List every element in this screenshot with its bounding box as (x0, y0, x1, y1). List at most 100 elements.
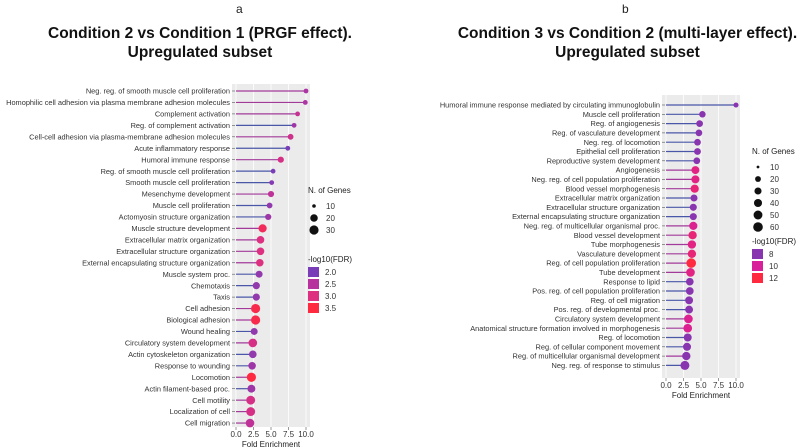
panel-b-title: Condition 3 vs Condition 2 (multi-layer … (455, 24, 800, 62)
panel-b-point (733, 102, 739, 108)
panel-a-color-legend-label: 3.0 (325, 292, 337, 301)
panel-b-size-legend-title: N. of Genes (752, 147, 795, 156)
panel-a-color-legend-label: 2.0 (325, 268, 337, 277)
panel-b-point (695, 129, 703, 137)
panel-b-point (683, 323, 693, 333)
panel-a-term-label: Humoral immune response (141, 155, 230, 164)
panel-a-point (251, 315, 261, 325)
panel-a-subtitle: Upregulated subset (127, 44, 273, 61)
panel-a-point (265, 213, 272, 221)
panel-b-point (689, 213, 697, 221)
panel-a-point (246, 395, 256, 405)
panel-a-color-legend-title: -log10(FDR) (308, 255, 352, 264)
panel-b-point (689, 221, 698, 230)
panel-b-x-axis-title: Fold Enrichment (672, 391, 731, 400)
panel-b-term-label: Reg. of locomotion (598, 333, 660, 342)
panel-a-point (252, 282, 260, 290)
panel-b-point (684, 314, 693, 324)
panel-b-term-label: Circulatory system development (555, 315, 660, 324)
panel-a-term-label: Taxis (213, 293, 230, 302)
panel-b-size-legend-label: 60 (770, 223, 779, 232)
panel-a-point (269, 180, 275, 186)
panel-b-point (686, 258, 696, 268)
panel-a-xtick-label: 10.0 (298, 430, 314, 439)
panel-a-term-label: Actin cytoskeleton organization (128, 350, 230, 359)
panel-b-term-label: Reproductive system development (547, 156, 660, 165)
panel-a-term-label: Extracellular structure organization (116, 247, 230, 256)
panel-a-term-label: Homophilic cell adhesion via plasma memb… (6, 98, 230, 107)
panel-b-term-label: Neg. reg. of cell population proliferati… (531, 175, 660, 184)
panel-a-point (266, 202, 273, 209)
panel-a-term-label: Neg. reg. of smooth muscle cell prolifer… (86, 87, 230, 96)
panel-a-point (250, 327, 258, 335)
panel-b-point (699, 111, 706, 118)
panel-a-point (258, 224, 267, 233)
panel-a-term-label: Wound healing (181, 327, 230, 336)
panel-b-size-legend-label: 10 (770, 163, 779, 172)
panel-a-xtick-label: 7.5 (283, 430, 295, 439)
panel-a-point (248, 362, 256, 370)
panel-a-color-legend-label: 2.5 (325, 280, 337, 289)
panel-a-point (291, 122, 297, 128)
panel-a-size-legend-dot (309, 225, 319, 235)
panel-a-size-legend-dot (310, 214, 318, 222)
panel-b-term-label: Reg. of cellular component movement (536, 342, 660, 351)
panel-a-letter: a (236, 2, 243, 16)
panel-a-term-label: Reg. of complement activation (131, 121, 230, 130)
panel-b-term-label: External encapsulating structure organiz… (512, 212, 660, 221)
panel-b-term-label: Reg. of cell migration (591, 296, 660, 305)
panel-b-xtick-label: 0.0 (660, 381, 672, 390)
panel-b-color-legend-swatch (752, 273, 763, 283)
panel-b-color-legend-label: 8 (769, 250, 774, 259)
panel-b-size-legend-label: 30 (770, 187, 779, 196)
panel-b-term-label: Pos. reg. of developmental proc. (554, 305, 660, 314)
panel-a-xtick-label: 5.0 (265, 430, 277, 439)
panel-a-term-label: Cell motility (192, 396, 230, 405)
panel-b-point (691, 175, 700, 184)
panel-b-point (690, 184, 699, 193)
panel-b-term-label: Pos. reg. of cell population proliferati… (532, 287, 660, 296)
panel-b-size-legend-dot (753, 210, 763, 220)
panel-b-term-label: Humoral immune response mediated by circ… (440, 101, 660, 110)
panel-b-size-legend-label: 50 (770, 211, 779, 220)
panel-a-point (277, 156, 284, 163)
panel-a-size-legend-title: N. of Genes (308, 186, 351, 195)
panel-a-size-legend-label: 30 (326, 226, 335, 235)
panel-a-term-label: Biological adhesion (166, 316, 230, 325)
panel-a-point (302, 100, 308, 105)
panel-a-title-line: Condition 2 vs Condition 1 (PRGF effect)… (48, 25, 352, 42)
panel-b-term-label: Reg. of angiogenesis (591, 119, 661, 128)
panel-b-point (687, 249, 697, 258)
panel-b-xtick-label: 10.0 (728, 381, 744, 390)
panel-b-term-label: Vasculature development (577, 249, 660, 258)
panel-a-size-legend-dot (312, 204, 316, 208)
panel-b-subtitle: Upregulated subset (555, 44, 700, 61)
panel-a-term-label: Circulatory system development (125, 339, 230, 348)
panel-a-point (256, 258, 264, 267)
panel-a-term-label: Cell migration (185, 419, 230, 428)
panel-a-term-label: Muscle system proc. (163, 270, 230, 279)
panel-a-point (255, 270, 263, 278)
panel-b-color-legend-swatch (752, 261, 763, 271)
panel-b-point (685, 277, 694, 286)
panel-a-point (251, 303, 261, 314)
panel-b-size-legend-label: 20 (770, 175, 779, 184)
panel-b-point (685, 296, 694, 305)
panel-b-term-label: Blood vessel morphogenesis (566, 184, 661, 193)
panel-a-point (295, 111, 300, 117)
panel-a-term-label: Acute inflammatory response (134, 144, 230, 153)
panel-b-term-label: Neg. reg. of locomotion (584, 138, 660, 147)
panel-b-point (685, 305, 694, 314)
panel-b-title-line: Condition 3 vs Condition 2 (multi-layer … (457, 25, 798, 42)
panel-a-point (256, 236, 265, 244)
panel-b-term-label: Reg. of vasculature development (552, 129, 660, 138)
panel-a-color-legend-label: 3.5 (325, 304, 337, 313)
panel-b-point (688, 231, 697, 240)
panel-a-point (246, 407, 256, 417)
panel-a-term-label: External encapsulating structure organiz… (82, 258, 230, 267)
panel-a-color-legend-swatch (308, 279, 319, 289)
panel-b-color-legend-title: -log10(FDR) (752, 237, 796, 246)
panel-b-term-label: Angiogenesis (616, 166, 661, 175)
panel-b-color-legend-label: 10 (769, 262, 778, 271)
